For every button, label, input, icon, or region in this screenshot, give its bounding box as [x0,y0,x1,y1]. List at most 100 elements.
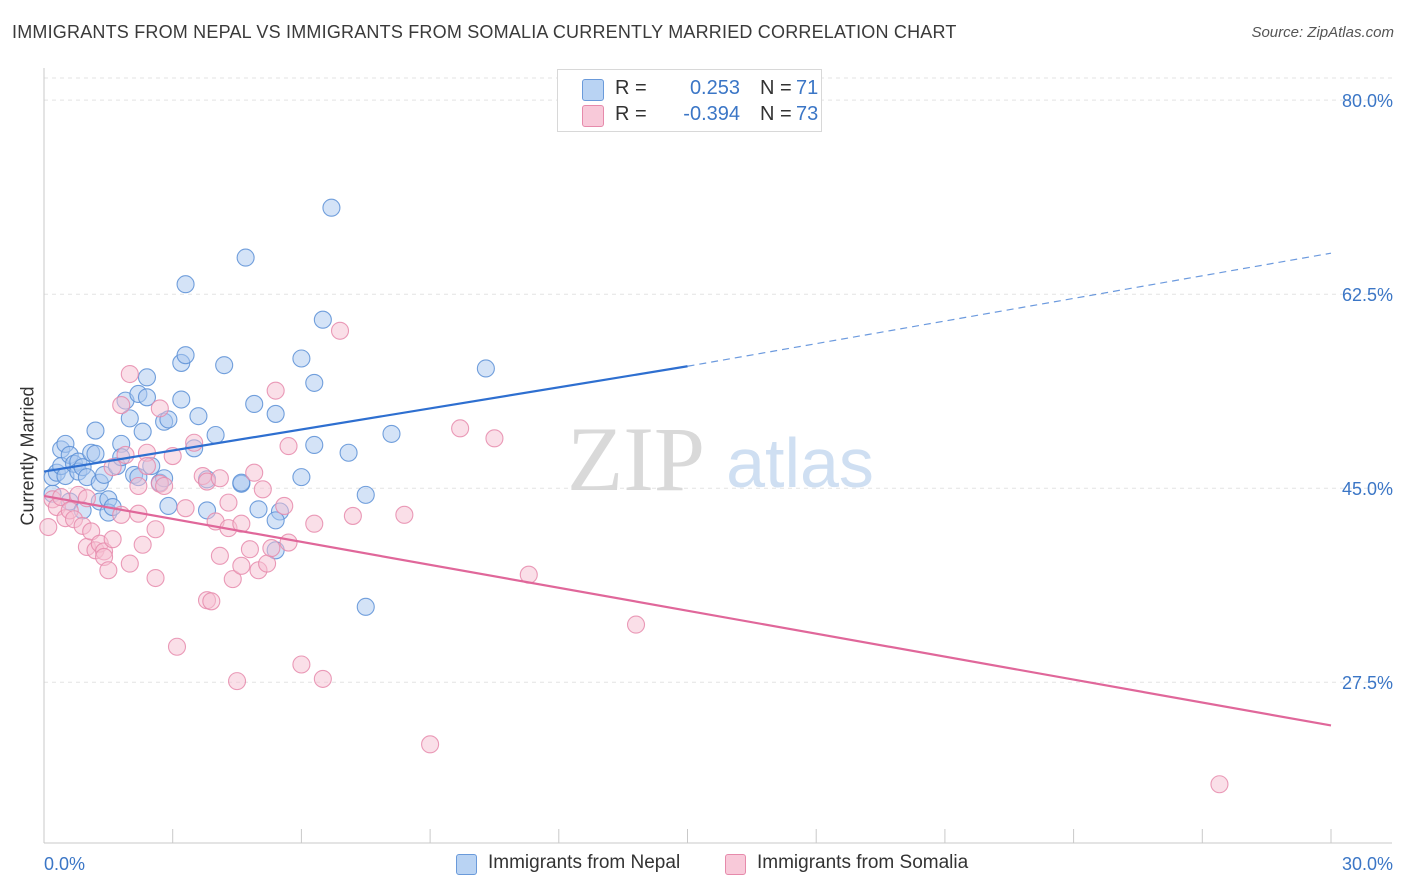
source-label: Source: ZipAtlas.com [1251,24,1394,41]
nepal-trendline [43,365,688,473]
legend-label-nepal: Immigrants from Nepal [488,852,681,873]
somalia-point [313,669,332,688]
nepal-point [176,346,195,365]
nepal-point [86,421,105,440]
somalia-point [421,735,440,754]
somalia-point [103,458,122,477]
y-axis-label: Currently Married [17,386,38,526]
legend-r-value: -0.394 [683,103,740,125]
somalia-point [279,533,298,552]
nepal-point [292,349,311,368]
nepal-point [382,424,401,443]
somalia-point [120,554,139,573]
somalia-point [228,672,247,691]
legend-n-value: 71 [796,77,819,99]
somalia-point [275,496,294,516]
somalia-point [176,499,195,518]
watermark: ZIP atlas [567,408,874,510]
somalia-point [39,517,58,537]
nepal-point [245,394,264,414]
axis-layer [43,68,1392,844]
x-tick-label: 30.0% [1342,854,1393,874]
y-tick-label: 27.5% [1342,673,1393,693]
legend-n-label: N = [760,77,792,99]
y-tick-label: 80.0% [1342,91,1393,111]
somalia-point [395,505,414,524]
somalia-point [245,463,264,482]
somalia-point [343,506,362,525]
legend-swatch-nepal [582,79,604,101]
legend-n-value: 73 [796,103,819,125]
nepal-point [215,356,234,375]
somalia-point [330,321,350,340]
nepal-point [176,275,195,294]
nepal-point [159,496,178,516]
watermark-zip: ZIP [567,408,705,510]
somalia-point [305,514,324,533]
nepal-point [305,373,324,392]
legend-swatch-nepal [456,854,477,875]
legend-r-label: R = [615,77,647,99]
legend-swatch-somalia [725,854,746,875]
somalia-point [99,561,118,580]
nepal-point [189,407,208,426]
somalia-point [150,399,169,418]
somalia-point [210,546,229,565]
somalia-point [485,429,504,448]
nepal-point [86,444,105,463]
nepal-point [356,597,375,616]
nepal-point [133,422,152,441]
somalia-point [219,493,238,512]
nepal-point [232,473,251,492]
grid-layer [44,77,1392,683]
somalia-point [155,476,174,496]
watermark-atlas: atlas [726,424,874,502]
somalia-point [133,535,152,554]
somalia-point [262,539,281,558]
legend-r-label: R = [615,103,647,125]
somalia-point [266,381,285,400]
nepal-point [236,248,255,267]
somalia-point [137,456,157,476]
legend-n-label: N = [760,103,792,125]
legend-r-value: 0.253 [689,77,740,99]
nepal-point [137,388,157,407]
nepal-point [322,198,341,217]
y-tick-label: 45.0% [1342,479,1393,499]
somalia-point [167,637,187,656]
nepal-point [476,359,495,378]
somalia-points [39,321,1229,794]
somalia-point [146,520,165,539]
somalia-point [146,568,165,588]
somalia-point [210,469,229,488]
somalia-point [116,445,135,465]
somalia-point [626,615,646,634]
nepal-point [305,435,324,455]
nepal-point [120,409,139,428]
nepal-point [249,500,268,519]
somalia-point [240,540,259,559]
nepal-point [172,390,191,409]
nepal-trendline-extension [687,252,1332,367]
somalia-point [120,364,139,384]
nepal-point [292,468,311,487]
somalia-point [253,480,272,499]
legend-label-somalia: Immigrants from Somalia [757,852,969,873]
somalia-point [451,419,470,438]
somalia-point [202,592,221,611]
correlation-legend: R = 0.253 N = 71 R = -0.394 N = 73 [557,69,822,132]
trendlines [43,252,1332,727]
y-tick-label: 62.5% [1342,285,1393,305]
nepal-point [206,425,225,445]
nepal-point [266,511,285,530]
legend-swatch-somalia [582,105,604,127]
somalia-point [258,554,277,573]
somalia-point [292,655,311,674]
tick-labels: 80.0% 62.5% 45.0% 27.5% 0.0% 30.0% [44,91,1393,874]
somalia-point [103,530,122,549]
somalia-point [1210,775,1229,794]
nepal-point [266,404,285,423]
somalia-point [223,570,242,589]
somalia-point [232,556,251,575]
